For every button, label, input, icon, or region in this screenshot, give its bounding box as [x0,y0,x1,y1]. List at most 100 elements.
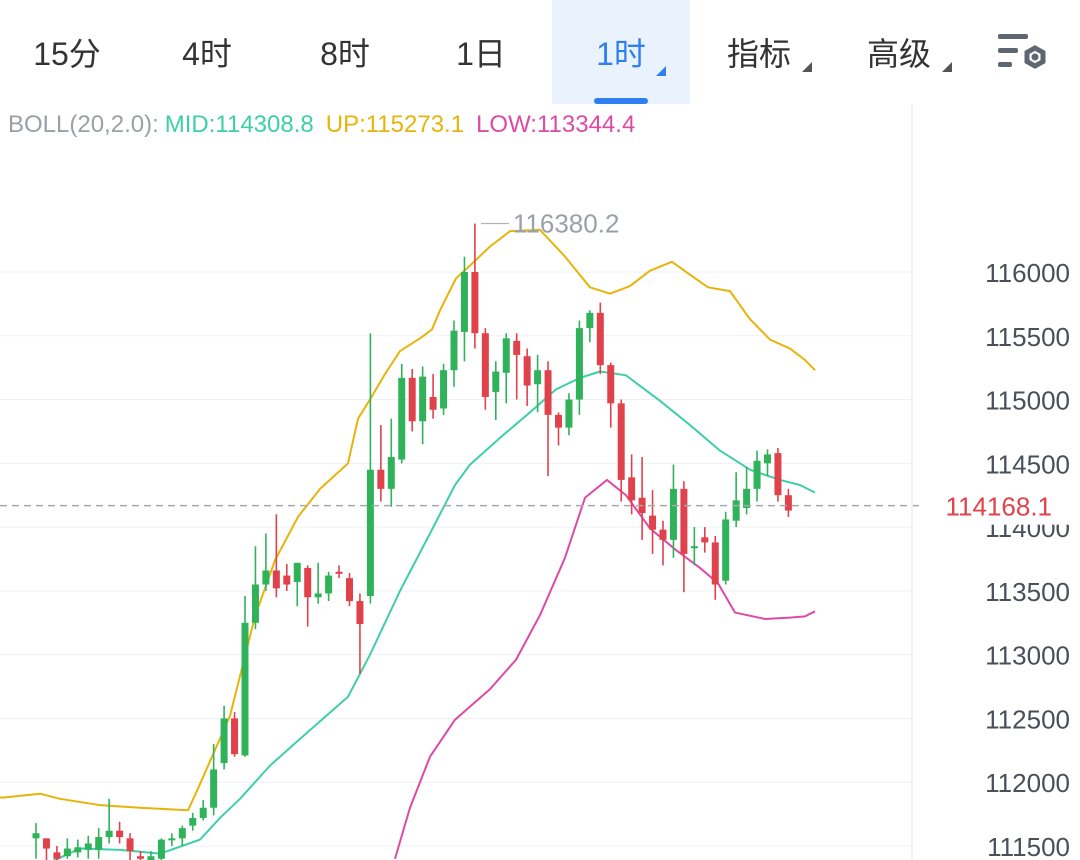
candle-body [105,830,113,838]
candle-body [304,567,312,598]
boll-name: BOLL(20,2.0): [8,111,159,138]
current-price-tag [924,486,1080,525]
boll-lower-line [394,478,816,860]
candle-body [168,838,176,841]
tab-8h-label: 8时 [320,36,370,72]
candle-body [220,718,228,764]
candle-body [283,575,291,585]
candle-body [325,575,333,594]
tab-1h[interactable]: 1时 [552,0,690,104]
candle-body [210,769,218,808]
tab-4h[interactable]: 4时 [140,0,274,104]
tab-1h-label: 1时 [596,36,646,72]
y-tick-label: 112000 [985,768,1070,798]
boll-low-value: LOW:113344.4 [476,111,636,138]
candle-body [366,469,374,596]
candle-body [481,333,489,398]
candle-body [680,488,688,554]
y-tick-label: 116000 [985,258,1070,288]
candle-body [596,312,604,366]
candle-body [701,537,709,543]
candle-body [262,570,270,585]
candle-body [471,272,479,334]
tab-1d-label: 1日 [456,36,506,72]
y-tick-label: 113500 [985,577,1070,607]
candle-body [346,578,353,602]
candle-body [157,839,165,859]
candle-body [555,414,562,428]
tab-4h-label: 4时 [182,36,232,72]
candle-body [534,370,542,385]
candle-body [293,562,301,582]
candle-body [492,371,500,392]
tab-1d[interactable]: 1日 [414,0,548,104]
candle-body [586,312,594,329]
dropdown-triangle-icon [802,62,812,72]
candle-body [147,856,155,860]
candle-body [335,571,343,574]
candle-body [649,515,657,530]
boll-up-value: UP:115273.1 [325,111,465,138]
boll-mid-line [52,370,816,860]
dropdown-triangle-icon [656,66,666,76]
candle-body [753,460,761,489]
candle-body [575,328,583,400]
candle-body [377,469,385,489]
tab-indicators[interactable]: 指标 [692,0,826,104]
candles [32,223,792,860]
candle-body [231,718,239,755]
candle-body [711,542,719,585]
candle-body [669,488,677,540]
candle-body [84,843,92,850]
tab-indicators-label: 指标 [726,36,791,72]
candle-body [408,377,416,422]
boll-mid-value: MID:114308.8 [164,111,314,138]
boll-upper-line [0,228,816,812]
period-toolbar: 15分 4时 8时 1日 1时 指标 高级 [0,0,1080,104]
candle-body [565,399,573,428]
candle-body [659,529,667,540]
max-price-label: 116380.2 [513,209,620,239]
y-tick-label: 115000 [985,386,1070,416]
candle-body [241,622,249,756]
candle-body [774,453,782,496]
candle-body [178,828,186,839]
tab-advanced-label: 高级 [866,36,931,72]
candle-body [429,397,437,410]
candle-body [189,817,197,826]
candle-body [272,570,280,589]
tab-15min[interactable]: 15分 [0,0,134,104]
candle-body [544,370,552,415]
candle-body [617,403,625,480]
y-tick-label: 111500 [987,832,1070,860]
chart-settings-icon[interactable] [992,28,1056,78]
candle-body [513,340,521,355]
candle-body [95,837,103,850]
candle-body [126,838,134,852]
candle-body [784,495,792,511]
y-tick-label: 115500 [985,322,1070,352]
candle-body [722,519,730,581]
candle-body [63,848,71,857]
candle-body [607,365,615,404]
tab-8h[interactable]: 8时 [278,0,412,104]
candle-body [732,500,740,521]
candle-body [764,454,771,464]
candle-body [314,593,322,598]
candle-body [628,477,636,501]
candle-body [42,838,50,849]
candle-body [398,377,406,460]
tab-advanced[interactable]: 高级 [832,0,966,104]
current-price-label: 114168.1 [945,492,1052,522]
candle-body [502,338,510,373]
candle-body [419,376,427,422]
candle-body [690,546,698,549]
candle-body [74,847,82,853]
y-tick-label: 114500 [985,449,1070,479]
y-tick-label: 113000 [985,641,1070,671]
candle-body [743,488,751,508]
candle-body [137,856,144,859]
boll-bands [0,228,816,860]
candle-body [116,830,124,838]
candle-body [450,330,458,371]
